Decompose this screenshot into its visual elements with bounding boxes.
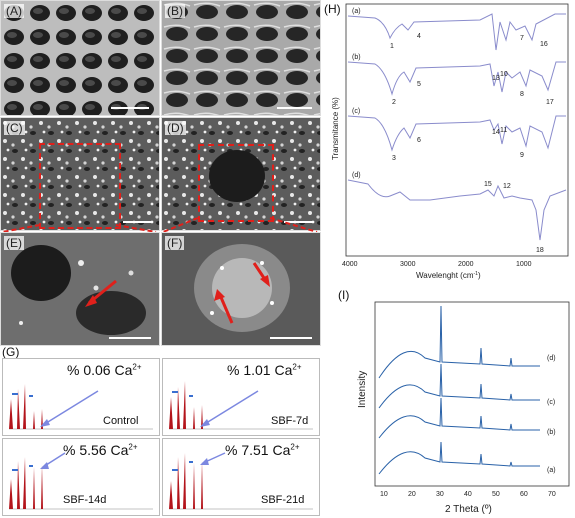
eds-plot-sbf-7d: % 1.01 Ca2+ SBF-7d <box>162 358 320 436</box>
ca-percent-sbf-7d: % 1.01 Ca2+ <box>227 362 302 378</box>
eds-plot-sbf-21d: % 7.51 Ca2+ SBF-21d <box>162 438 320 516</box>
peak-7: 7 <box>520 35 524 42</box>
panel-label-e: (E) <box>4 236 24 250</box>
ftir-label-c: (c) <box>352 108 360 115</box>
scale-bar-d <box>284 221 314 223</box>
peak-5: 5 <box>417 81 421 88</box>
ftir-xtick-3000: 3000 <box>400 261 416 268</box>
peak-13: 13 <box>492 75 500 82</box>
peak-12: 12 <box>503 183 511 190</box>
peak-15: 15 <box>484 181 492 188</box>
panel-label-d: (D) <box>165 121 186 135</box>
sem-panel-f: (F) <box>161 232 321 346</box>
peak-14: 14 <box>492 129 500 136</box>
sample-name-sbf-7d: SBF-7d <box>271 415 309 427</box>
peak-3: 3 <box>392 155 396 162</box>
xrd-xtick-40: 40 <box>464 491 472 498</box>
panel-label-b: (B) <box>165 4 185 18</box>
zoom-connectors <box>1 217 318 233</box>
panel-label-h: (H) <box>324 2 341 16</box>
ftir-xtick-4000: 4000 <box>342 261 358 268</box>
peak-4: 4 <box>417 33 421 40</box>
peak-17: 17 <box>546 99 554 106</box>
eds-plot-control: % 0.06 Ca2+ Control <box>2 358 160 436</box>
sem-panel-a: (A) <box>0 0 160 116</box>
xrd-label-a: (a) <box>547 467 556 474</box>
panel-label-i: (I) <box>338 288 350 302</box>
ftir-curve-b <box>347 61 566 96</box>
peak-1: 1 <box>390 43 394 50</box>
peak-16: 16 <box>540 41 548 48</box>
xrd-chart: Intensity (d) (c) (b) (a) 10 20 30 40 50… <box>357 301 570 515</box>
xrd-curve-b <box>378 397 540 439</box>
sem-panel-d: (D) <box>161 117 321 231</box>
peak-11: 11 <box>500 127 507 134</box>
ftir-ylabel: Transmitance (%) <box>331 97 340 160</box>
ftir-label-b: (b) <box>352 54 361 61</box>
xrd-label-d: (d) <box>547 355 556 362</box>
xrd-xtick-20: 20 <box>408 491 416 498</box>
sample-name-sbf-21d: SBF-21d <box>261 494 305 506</box>
peak-2: 2 <box>392 99 396 106</box>
ftir-curve-c <box>347 115 566 152</box>
scale-bar-b <box>277 107 312 109</box>
ftir-curve-a <box>347 13 566 51</box>
ftir-label-a: (a) <box>352 8 361 15</box>
ftir-curve-d <box>347 179 567 241</box>
xrd-xtick-10: 10 <box>380 491 388 498</box>
scale-bar-e <box>109 337 151 339</box>
eds-spectrum <box>169 381 313 430</box>
ftir-label-d: (d) <box>352 172 361 179</box>
xrd-xlabel: 2 Theta (º) <box>445 504 492 515</box>
zoom-region-d <box>198 144 274 222</box>
ca-percent-sbf-21d: % 7.51 Ca2+ <box>225 442 300 458</box>
peak-10: 10 <box>500 71 508 78</box>
ca-percent-sbf-14d: % 5.56 Ca2+ <box>63 442 138 458</box>
sample-name-control: Control <box>103 415 139 427</box>
sample-name-sbf-14d: SBF-14d <box>63 494 107 506</box>
eds-plot-sbf-14d: % 5.56 Ca2+ SBF-14d <box>2 438 160 516</box>
ftir-xtick-1000: 1000 <box>516 261 532 268</box>
ftir-xtick-2000: 2000 <box>458 261 474 268</box>
peak-6: 6 <box>417 137 421 144</box>
xrd-label-c: (c) <box>547 399 555 406</box>
scale-bar-f <box>270 337 312 339</box>
xrd-curve-a <box>378 441 540 475</box>
ca-percent-control: % 0.06 Ca2+ <box>67 362 142 378</box>
xrd-xtick-70: 70 <box>548 491 556 498</box>
panel-label-a: (A) <box>4 4 24 18</box>
xrd-ylabel: Intensity <box>357 371 368 408</box>
panel-label-c: (C) <box>4 121 25 135</box>
sem-panel-b: (B) <box>161 0 321 116</box>
eds-spectrum <box>169 452 313 510</box>
panel-label-g: (G) <box>2 345 20 359</box>
xrd-curve-c <box>378 363 540 409</box>
peak-8: 8 <box>520 91 524 98</box>
ftir-chart: Transmitance (%) (a) (b) (c) (d) 1 2 3 4… <box>331 3 569 280</box>
xrd-xtick-60: 60 <box>520 491 528 498</box>
panel-label-f: (F) <box>165 236 185 250</box>
zoom-region-c <box>39 143 121 229</box>
scale-bar-a <box>111 107 149 109</box>
peak-18: 18 <box>536 247 544 254</box>
scale-bar-c <box>123 221 153 223</box>
xrd-label-b: (b) <box>547 429 556 436</box>
xrd-xtick-30: 30 <box>436 491 444 498</box>
xrd-curve-d <box>378 305 540 379</box>
eds-spectrum <box>9 452 153 510</box>
sem-panel-e: (E) <box>0 232 160 346</box>
xrd-xtick-50: 50 <box>492 491 500 498</box>
sem-panel-c: (C) <box>0 117 160 231</box>
peak-9: 9 <box>520 152 524 159</box>
ftir-xlabel: Wavelenght (cm-1) <box>416 271 481 280</box>
eds-spectrum <box>9 384 153 430</box>
